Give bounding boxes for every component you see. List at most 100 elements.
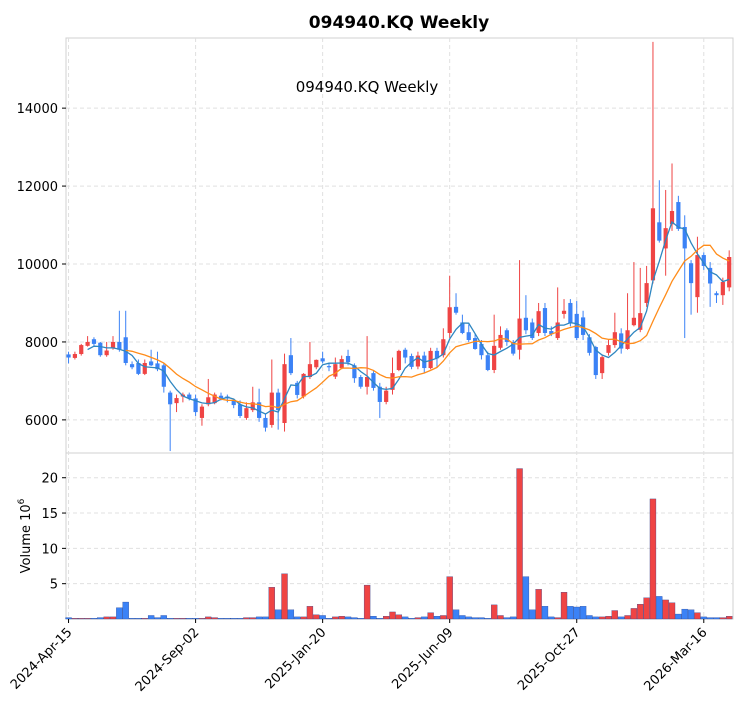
volume-bar (198, 618, 206, 620)
candle-body (263, 417, 268, 428)
volume-bar (294, 616, 301, 620)
moving-averages (87, 220, 730, 415)
candle-body (110, 341, 116, 349)
price-tick-label: 12000 (17, 180, 58, 195)
volume-bar (211, 617, 218, 620)
volume-bar (249, 617, 256, 620)
volume-bar (611, 610, 618, 620)
volume-bar (560, 592, 568, 620)
volume-bar (141, 618, 148, 620)
volume-bar (389, 611, 396, 620)
candle-body (504, 330, 509, 342)
candle-body (168, 392, 173, 405)
candle-body (365, 377, 370, 387)
volume-bar (255, 616, 263, 620)
candle-body (428, 350, 433, 369)
volume-bar (503, 617, 511, 620)
candle-body (434, 350, 440, 359)
candle-body (390, 373, 395, 390)
volume-bar (649, 498, 657, 620)
volume-bars (65, 468, 733, 620)
candle-body (441, 339, 446, 356)
candle-body (669, 211, 675, 225)
volume-bar (478, 617, 485, 620)
volume-bar (97, 617, 104, 620)
volume-bar (522, 576, 530, 620)
volume-bar (440, 615, 447, 620)
candle-body (542, 308, 548, 333)
volume-bar (147, 615, 155, 620)
volume-label-exponent: 6 (17, 498, 27, 504)
candle-body (536, 311, 541, 333)
candle-body (218, 395, 224, 399)
volume-bar (516, 468, 523, 620)
volume-bar (598, 616, 606, 620)
volume-bar (484, 618, 491, 620)
candle-body (282, 364, 287, 423)
candle-body (568, 302, 573, 324)
candle-body (269, 392, 274, 425)
volume-bar (376, 618, 383, 620)
candle-body (206, 397, 211, 405)
volume-bar (116, 607, 123, 620)
moving-average-line-4 (87, 220, 730, 415)
candle-body (161, 365, 166, 387)
volume-bar (300, 616, 307, 620)
x-tick-label: 2025-Jun-09 (389, 625, 456, 692)
volume-bar (687, 609, 695, 620)
volume-tick-label: 15 (41, 507, 58, 522)
x-tick-label: 2025-Oct-27 (515, 625, 583, 693)
candle-body (257, 402, 262, 418)
candle-body (237, 404, 243, 416)
candle-body (377, 386, 382, 402)
volume-bar (173, 618, 180, 620)
volume-axis-label: Volume 106 (17, 498, 34, 573)
volume-bar (306, 606, 314, 620)
candle-body (682, 226, 687, 249)
x-tick-label: 2024-Apr-15 (8, 625, 75, 692)
volume-bar (491, 604, 498, 620)
volume-bar (402, 616, 409, 620)
volume-bar (363, 584, 371, 620)
volume-bar (656, 596, 663, 620)
candle-body (79, 345, 84, 355)
volume-bar (338, 616, 345, 620)
volume-bar (179, 618, 187, 620)
volume-bar (726, 616, 733, 620)
candle-body (644, 283, 649, 303)
candle-body (701, 255, 706, 266)
volume-bar (567, 606, 574, 620)
volume-bar (160, 615, 167, 620)
volume-bar (281, 573, 288, 620)
volume-bar (154, 617, 161, 620)
candle-body (333, 364, 338, 377)
candle-body (352, 365, 357, 379)
candle-body (250, 402, 255, 411)
volume-bar (624, 615, 631, 620)
candle-body (714, 293, 719, 296)
volume-bar (344, 616, 352, 620)
candle-body (708, 267, 713, 284)
volume-tick-label: 20 (41, 472, 58, 487)
candle-body (155, 363, 160, 370)
candle-body (479, 343, 484, 356)
candle-body (650, 208, 656, 281)
candle-body (466, 332, 471, 340)
volume-bar (713, 617, 720, 620)
volume-bar (128, 618, 136, 620)
volume-bar (78, 618, 85, 620)
moving-average-line-10 (125, 244, 730, 409)
volume-bar (529, 609, 536, 620)
candle-body (593, 347, 598, 376)
volume-bar (205, 616, 212, 620)
candle-body (415, 355, 421, 367)
candle-body (676, 202, 681, 229)
volume-bar (408, 618, 415, 620)
candle-body (688, 263, 694, 284)
candle-body (91, 339, 97, 344)
candle-body (498, 334, 503, 348)
candle-body (314, 359, 319, 368)
volume-bar (700, 616, 707, 620)
volume-bar (668, 602, 676, 620)
candle-body (66, 354, 71, 358)
